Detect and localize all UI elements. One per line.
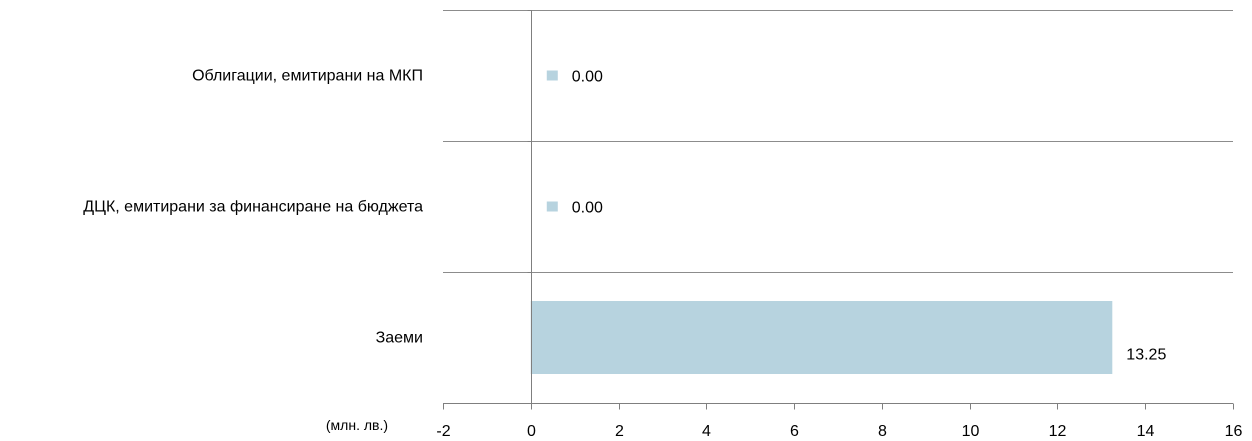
x-tick-label: 6 — [790, 423, 799, 440]
x-tick-label: 8 — [878, 423, 887, 440]
data-label: 13.25 — [1126, 347, 1166, 364]
category-label: Облигации, емитирани на МКП — [192, 68, 423, 85]
x-tick-label: 12 — [1049, 423, 1067, 440]
data-label: 0.00 — [572, 69, 603, 86]
x-tick-label: 14 — [1137, 423, 1155, 440]
grid-layer — [443, 10, 1233, 273]
x-tick-label: -2 — [436, 423, 450, 440]
bars-layer — [530, 70, 1113, 374]
category-label: Заеми — [376, 330, 423, 347]
x-tick-label: 2 — [615, 423, 624, 440]
bar — [546, 201, 558, 212]
bar — [530, 301, 1113, 374]
category-label: ДЦК, емитирани за финансиране на бюджета — [83, 199, 423, 216]
unit-label: (млн. лв.) — [326, 417, 388, 433]
x-tick-label: 16 — [1225, 423, 1243, 440]
x-tick-label: 4 — [702, 423, 711, 440]
x-tick-label: 0 — [527, 423, 536, 440]
x-tick-label: 10 — [962, 423, 980, 440]
data-label: 0.00 — [572, 200, 603, 217]
labels-layer: Облигации, емитирани на МКП 0.00 ДЦК, емит… — [83, 68, 1166, 364]
axis-layer: -2 0 2 4 6 8 10 12 14 16 — [436, 10, 1243, 440]
bar — [546, 70, 558, 81]
